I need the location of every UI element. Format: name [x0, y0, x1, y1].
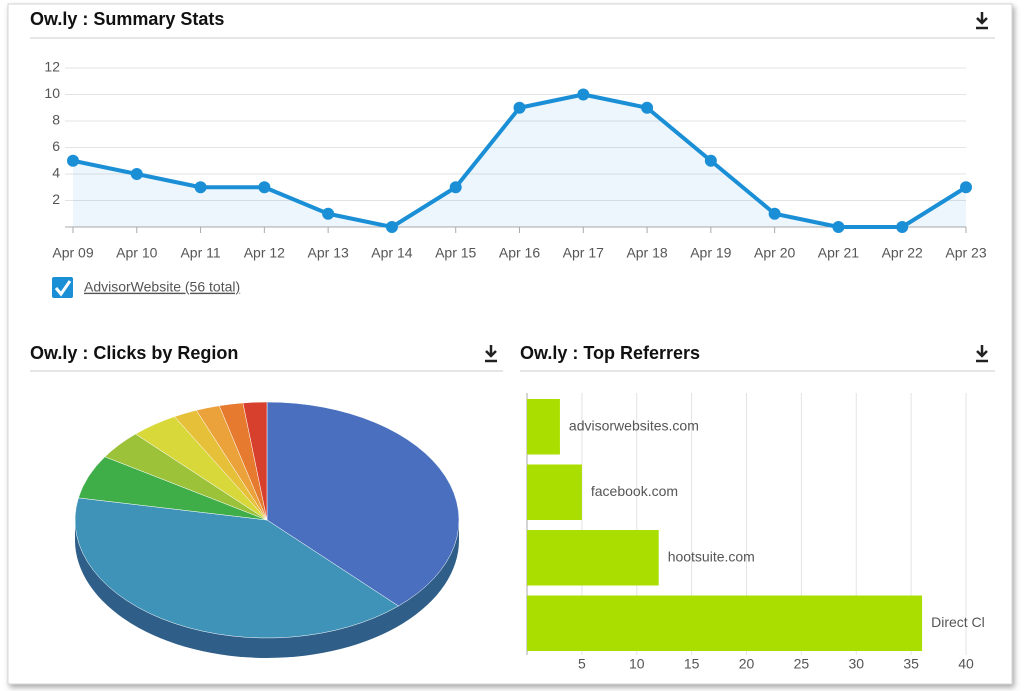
- point: [513, 101, 526, 114]
- x-tick-label: 20: [739, 656, 755, 672]
- bar: [527, 530, 659, 586]
- bar-label: hootsuite.com: [668, 548, 755, 564]
- point: [67, 154, 79, 167]
- x-tick-label: Apr 14: [371, 245, 412, 261]
- y-tick-label: 12: [44, 59, 60, 75]
- y-tick-label: 8: [52, 112, 60, 128]
- y-tick-label: 10: [44, 85, 60, 101]
- x-tick-label: Apr 18: [626, 245, 667, 261]
- download-button[interactable]: [485, 345, 497, 363]
- x-tick-label: Apr 22: [882, 245, 923, 261]
- point: [194, 181, 207, 194]
- area: [73, 94, 966, 227]
- pie-slice: [242, 401, 268, 521]
- x-tick-label: Apr 11: [180, 245, 220, 261]
- bar-label: Direct Cl: [931, 614, 985, 630]
- x-tick-label: Apr 15: [435, 245, 476, 261]
- panel-title: Ow.ly : Top Referrers: [520, 343, 700, 363]
- x-tick-label: Apr 17: [563, 245, 604, 261]
- point: [322, 207, 335, 220]
- y-tick-label: 4: [52, 165, 60, 181]
- y-tick-label: 2: [52, 191, 60, 207]
- x-tick-label: Apr 09: [52, 245, 93, 261]
- bar-label: facebook.com: [591, 483, 678, 499]
- point: [385, 221, 398, 233]
- legend-label[interactable]: AdvisorWebsite (56 total): [84, 279, 240, 295]
- point: [768, 207, 781, 220]
- x-tick-label: Apr 21: [818, 245, 859, 261]
- legend-checkbox[interactable]: [52, 277, 73, 298]
- point: [449, 181, 462, 194]
- point: [896, 221, 909, 233]
- pie-slice: [74, 497, 399, 639]
- panel-title: Ow.ly : Clicks by Region: [30, 343, 238, 363]
- download-button[interactable]: [976, 12, 988, 30]
- x-tick-label: Apr 16: [499, 245, 540, 261]
- x-tick-label: 35: [903, 656, 919, 672]
- x-tick-label: 25: [794, 656, 810, 672]
- x-tick-label: Apr 23: [945, 245, 986, 261]
- y-tick-label: 6: [52, 138, 60, 154]
- bar: [527, 595, 923, 651]
- pie-slice: [266, 401, 460, 607]
- bar: [527, 399, 560, 455]
- x-tick-label: Apr 19: [690, 245, 731, 261]
- point: [641, 101, 654, 114]
- x-tick-label: 5: [578, 656, 586, 672]
- x-tick-label: Apr 10: [116, 245, 157, 261]
- point: [130, 168, 143, 180]
- x-tick-label: 10: [629, 656, 645, 672]
- point: [258, 181, 271, 194]
- x-tick-label: Apr 20: [754, 245, 795, 261]
- bar-label: advisorwebsites.com: [569, 417, 699, 433]
- point: [577, 88, 590, 101]
- x-tick-label: Apr 13: [308, 245, 349, 261]
- x-tick-label: Apr 12: [244, 245, 285, 261]
- download-button[interactable]: [976, 345, 988, 363]
- x-tick-label: 30: [848, 656, 864, 672]
- panel-title: Ow.ly : Summary Stats: [30, 9, 224, 29]
- x-tick-label: 15: [684, 656, 700, 672]
- point: [832, 221, 845, 233]
- point: [704, 154, 717, 167]
- bar: [527, 464, 582, 520]
- point: [960, 181, 972, 194]
- x-tick-label: 40: [958, 656, 974, 672]
